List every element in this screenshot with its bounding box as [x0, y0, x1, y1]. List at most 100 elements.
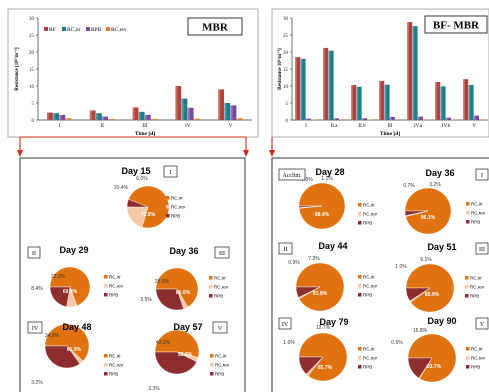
- pie-legend-label: RPB: [214, 294, 223, 299]
- pie-day-title: Day 51: [427, 242, 456, 252]
- bf-mbr-bar-chart: 0 5 10 15 20 25 30 Resistance 10¹²m⁻¹] Time [d] I…: [271, 8, 489, 138]
- pie-legend-swatch: [358, 221, 362, 225]
- pie-legend-label: RPB: [363, 293, 372, 298]
- bar-rf: [435, 81, 441, 120]
- pie-legend-label: RC,irr: [171, 196, 183, 201]
- bar-highlight: [390, 116, 392, 120]
- pie-legend-swatch: [358, 275, 362, 279]
- phase-label: IV: [282, 322, 289, 328]
- pie-value-label: 0.5%: [391, 340, 403, 346]
- y-axis-label: Resistance 10¹²m⁻¹]: [277, 48, 283, 90]
- bar-rf: [218, 89, 224, 120]
- legend-swatch: [62, 27, 66, 31]
- phase-box: [475, 317, 489, 330]
- bar-rpb: [145, 114, 151, 120]
- pie-day-title: Day 44: [318, 241, 347, 251]
- bar-highlight: [362, 118, 364, 120]
- bar-highlight: [418, 116, 420, 120]
- pie-legend-swatch: [465, 285, 469, 289]
- phase-box: [278, 242, 293, 255]
- phase-label: III: [479, 247, 485, 253]
- x-tick-label: IV.a: [414, 124, 423, 129]
- bar-rpb: [446, 117, 451, 120]
- pie-value-label: 69.3%: [63, 289, 78, 295]
- phase-label: V: [218, 326, 223, 332]
- pie-legend-label: RC,irr: [470, 276, 482, 281]
- bar-rc-rev: [65, 118, 72, 120]
- bar-highlight: [323, 47, 325, 120]
- bar-rf: [463, 79, 469, 120]
- phase-label: IV: [32, 326, 39, 332]
- pie-value-label: 61.9%: [67, 347, 82, 353]
- pie-day-title: Day 36: [425, 168, 454, 178]
- pie-slice-rpb: [155, 288, 184, 311]
- pie-value-label: 1.1%: [321, 176, 333, 182]
- bar-highlight: [65, 118, 68, 120]
- chart-title-box: [187, 17, 243, 36]
- y-tick-label: 10: [283, 85, 289, 90]
- pie-slice-rc-irr: [407, 333, 457, 383]
- bar-rc-irr: [300, 58, 306, 120]
- x-tick-label: IV.b: [442, 124, 451, 129]
- bar-highlight: [194, 118, 197, 120]
- pie-legend-swatch: [104, 363, 108, 367]
- y-tick-label: 20: [283, 51, 289, 56]
- y-tick-label: 15: [283, 68, 289, 73]
- pie-legend-swatch: [166, 196, 170, 200]
- y-tick-label: 20: [29, 51, 35, 56]
- pie-legend-swatch: [466, 347, 470, 351]
- pie-legend-label: RC,rev: [471, 211, 486, 216]
- phase-box: [214, 246, 230, 259]
- x-tick-label: II.b: [358, 124, 366, 129]
- pie-slice-rc-irr: [298, 332, 348, 382]
- pie-legend-label: RPB: [471, 220, 480, 225]
- pie-slice-rc-irr: [44, 323, 90, 362]
- bar-rf: [379, 80, 385, 120]
- chart-title-box: [424, 15, 488, 34]
- pie-legend-label: RC,irr: [363, 203, 375, 208]
- pie-legend-swatch: [466, 211, 470, 215]
- pie-legend-label: RC,irr: [109, 354, 121, 359]
- bar-highlight: [435, 81, 437, 120]
- pie-value-label: 89.9%: [425, 292, 440, 298]
- x-axis-label: Time [d]: [135, 131, 155, 137]
- pie-legend-label: RPB: [363, 365, 372, 370]
- pie-value-label: 3.3%: [148, 386, 160, 392]
- x-tick-label: I: [305, 124, 307, 129]
- phase-box: [278, 168, 306, 181]
- x-tick-label: IV: [185, 124, 191, 129]
- pie-value-label: 0.9%: [288, 260, 300, 266]
- phase-label: I: [170, 170, 172, 176]
- x-tick-label: II: [101, 124, 105, 129]
- bar-rpb: [102, 116, 108, 120]
- mbr-pie-panel-border: [19, 157, 246, 392]
- pie-day-title: Day 79: [319, 317, 348, 327]
- phase-label: III: [219, 251, 225, 257]
- pie-legend-label: RPB: [470, 294, 479, 299]
- phase-box: [212, 321, 228, 334]
- pie-legend-label: RPB: [363, 221, 372, 226]
- connector-arrows: [17, 136, 489, 392]
- pie-day-title: Day 48: [62, 322, 91, 332]
- bar-highlight: [224, 103, 227, 120]
- bar-highlight: [230, 105, 233, 120]
- pie-legend-swatch: [209, 285, 213, 289]
- bar-rc-irr: [181, 98, 188, 120]
- legend-label: RF: [49, 27, 56, 33]
- pie-legend-swatch: [465, 276, 469, 280]
- pie-day-title: Day 57: [173, 322, 202, 332]
- bar-highlight: [218, 89, 221, 120]
- bar-rc-irr: [328, 50, 334, 120]
- pie-legend-swatch: [358, 293, 362, 297]
- bar-rpb: [306, 118, 311, 120]
- pie-value-label: 0.7%: [403, 183, 415, 189]
- pie-legend-label: RPB: [171, 214, 180, 219]
- pie-legend-swatch: [104, 284, 108, 288]
- pie-value-label: 9.1%: [420, 257, 432, 263]
- phase-label: V: [480, 322, 485, 328]
- pie-day-title: Day 29: [59, 245, 88, 255]
- x-tick-label: III: [143, 124, 148, 129]
- y-axis-label: Resistance [10¹²m⁻¹]: [14, 47, 20, 91]
- pie-value-label: 53.6%: [178, 352, 193, 358]
- legend-swatch: [44, 27, 48, 31]
